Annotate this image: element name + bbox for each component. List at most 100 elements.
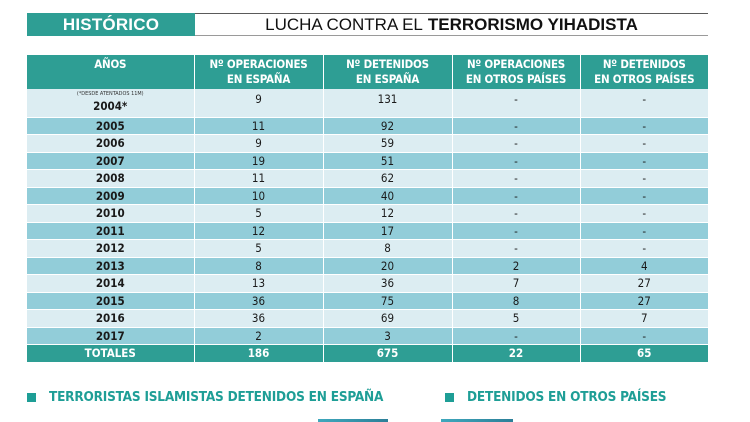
col-header-detained-abroad: Nº DETENIDOS EN OTROS PAÍSES: [580, 55, 708, 89]
ops-spain-cell: 8: [194, 257, 324, 275]
table-row: 2009 10 40 - -: [27, 187, 708, 205]
detained-abroad-cell: -: [580, 134, 708, 153]
year-cell: 2012: [27, 239, 195, 258]
ops-abroad-cell: 2: [452, 257, 581, 275]
ops-abroad-cell: -: [452, 222, 581, 240]
detained-abroad-cell: -: [580, 222, 708, 240]
detained-abroad-cell: 27: [580, 274, 708, 293]
detained-spain-cell: 12: [323, 204, 453, 223]
ops-abroad-cell: -: [452, 134, 581, 153]
table-row: 2011 12 17 - -: [27, 222, 708, 240]
ops-abroad-cell: 7: [452, 274, 581, 293]
ops-spain-cell: 5: [194, 239, 324, 258]
table-row: 2012 5 8 - -: [27, 239, 708, 258]
total-ops-spain: 186: [194, 344, 324, 362]
detained-abroad-cell: -: [580, 204, 708, 223]
ops-spain-cell: 36: [194, 309, 324, 328]
detained-spain-cell: 20: [323, 257, 453, 275]
table-row: 2014 13 36 7 27: [27, 274, 708, 293]
detained-spain-cell: 92: [323, 117, 453, 135]
year-cell: 2011: [27, 222, 195, 240]
ops-spain-cell: 2: [194, 327, 324, 345]
detained-spain-cell: 69: [323, 309, 453, 328]
detained-abroad-cell: -: [580, 239, 708, 258]
year-cell: 2005: [27, 117, 195, 135]
detained-spain-cell: 131: [323, 89, 453, 118]
year-cell: 2015: [27, 292, 195, 310]
ops-spain-cell: 5: [194, 204, 324, 223]
detained-spain-cell: 8: [323, 239, 453, 258]
ops-abroad-cell: -: [452, 152, 581, 170]
ops-spain-cell: 13: [194, 274, 324, 293]
total-detained-abroad: 65: [580, 344, 708, 362]
ops-abroad-cell: 8: [452, 292, 581, 310]
ops-abroad-cell: -: [452, 89, 581, 118]
title-bar: HISTÓRICO LUCHA CONTRA EL TERRORISMO YIH…: [27, 13, 708, 36]
table-row: 2010 5 12 - -: [27, 204, 708, 223]
ops-spain-cell: 10: [194, 187, 324, 205]
table-row: 2006 9 59 - -: [27, 134, 708, 153]
year-cell: (*DESDE ATENTADOS 11M) 2004*: [27, 89, 195, 118]
ops-abroad-cell: -: [452, 187, 581, 205]
detained-abroad-cell: 27: [580, 292, 708, 310]
ops-spain-cell: 19: [194, 152, 324, 170]
page-title: LUCHA CONTRA EL TERRORISMO YIHADISTA: [195, 13, 708, 36]
detained-abroad-cell: -: [580, 89, 708, 118]
table-header-row: AÑOS Nº OPERACIONES EN ESPAÑA Nº DETENIDO…: [27, 55, 708, 89]
section-label: HISTÓRICO: [27, 13, 195, 36]
detained-spain-cell: 62: [323, 169, 453, 188]
ops-spain-cell: 11: [194, 169, 324, 188]
ops-abroad-cell: 5: [452, 309, 581, 328]
table-row: 2008 11 62 - -: [27, 169, 708, 188]
chart-bar-top-edge: [318, 419, 388, 422]
ops-abroad-cell: -: [452, 117, 581, 135]
col-header-years: AÑOS: [27, 55, 195, 89]
year-cell: 2013: [27, 257, 195, 275]
detained-spain-cell: 75: [323, 292, 453, 310]
col-header-detained-spain: Nº DETENIDOS EN ESPAÑA: [323, 55, 453, 89]
detained-abroad-cell: -: [580, 117, 708, 135]
detained-abroad-cell: -: [580, 327, 708, 345]
detained-abroad-cell: -: [580, 187, 708, 205]
year-cell: 2006: [27, 134, 195, 153]
table-row: 2017 2 3 - -: [27, 327, 708, 345]
table-row: 2005 11 92 - -: [27, 117, 708, 135]
detained-spain-cell: 51: [323, 152, 453, 170]
table-row: 2007 19 51 - -: [27, 152, 708, 170]
chart-bar-top-edge: [441, 419, 513, 422]
detained-abroad-cell: 7: [580, 309, 708, 328]
detained-abroad-cell: -: [580, 152, 708, 170]
total-detained-spain: 675: [323, 344, 453, 362]
detained-spain-cell: 40: [323, 187, 453, 205]
table-row: 2016 36 69 5 7: [27, 309, 708, 328]
col-header-ops-spain: Nº OPERACIONES EN ESPAÑA: [194, 55, 324, 89]
year-cell: 2009: [27, 187, 195, 205]
square-bullet-icon: [27, 392, 36, 402]
year-cell: 2014: [27, 274, 195, 293]
year-cell: 2017: [27, 327, 195, 345]
year-cell: 2016: [27, 309, 195, 328]
ops-abroad-cell: -: [452, 169, 581, 188]
ops-abroad-cell: -: [452, 239, 581, 258]
detained-spain-cell: 59: [323, 134, 453, 153]
historical-table: AÑOS Nº OPERACIONES EN ESPAÑA Nº DETENIDO…: [27, 55, 708, 362]
ops-spain-cell: 9: [194, 89, 324, 118]
title-bold: TERRORISMO YIHADISTA: [427, 14, 638, 34]
detained-abroad-cell: 4: [580, 257, 708, 275]
ops-spain-cell: 12: [194, 222, 324, 240]
detained-spain-cell: 17: [323, 222, 453, 240]
totals-row: TOTALES 186 675 22 65: [27, 344, 708, 362]
ops-abroad-cell: -: [452, 204, 581, 223]
total-ops-abroad: 22: [452, 344, 581, 362]
year-cell: 2007: [27, 152, 195, 170]
footnote: (*DESDE ATENTADOS 11M): [76, 91, 144, 97]
legend-label: DETENIDOS EN OTROS PAÍSES: [467, 389, 667, 405]
ops-spain-cell: 11: [194, 117, 324, 135]
ops-spain-cell: 36: [194, 292, 324, 310]
detained-spain-cell: 3: [323, 327, 453, 345]
totals-label: TOTALES: [27, 344, 195, 362]
legend-item-detained-abroad: DETENIDOS EN OTROS PAÍSES: [445, 389, 667, 405]
title-regular: LUCHA CONTRA EL: [265, 14, 423, 34]
legend-label: TERRORISTAS ISLAMISTAS DETENIDOS EN ESPA…: [49, 389, 384, 405]
detained-spain-cell: 36: [323, 274, 453, 293]
